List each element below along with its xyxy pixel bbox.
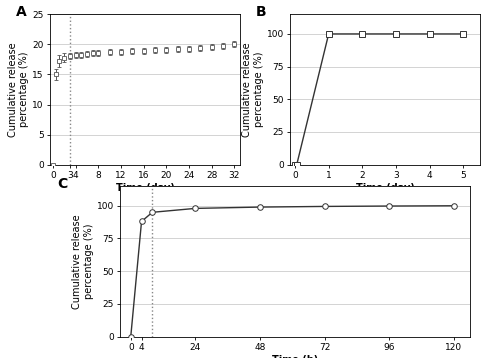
X-axis label: Time (day): Time (day) xyxy=(116,183,174,193)
X-axis label: Time (day): Time (day) xyxy=(356,183,414,193)
Y-axis label: Cumulative release
percentage (%): Cumulative release percentage (%) xyxy=(72,214,94,309)
Y-axis label: Cumulative release
percentage (%): Cumulative release percentage (%) xyxy=(242,42,264,137)
Y-axis label: Cumulative release
percentage (%): Cumulative release percentage (%) xyxy=(8,42,30,137)
X-axis label: Time (h): Time (h) xyxy=(272,354,318,358)
Text: A: A xyxy=(16,5,26,19)
Text: B: B xyxy=(256,5,266,19)
Text: C: C xyxy=(57,177,67,191)
